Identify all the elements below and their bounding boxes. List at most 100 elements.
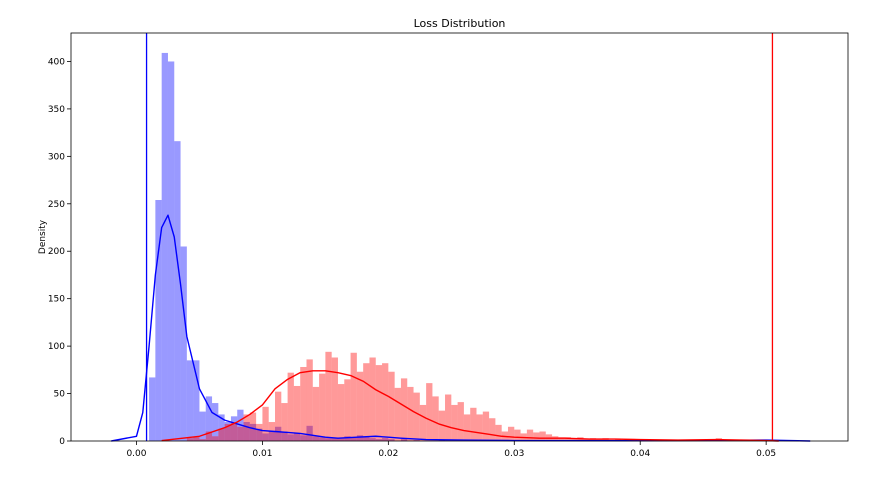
y-tick-label: 200: [48, 247, 65, 257]
series-1-bar: [199, 439, 206, 441]
series-0-bar: [325, 438, 332, 441]
series-0-bar: [413, 440, 420, 441]
series-1-bar: [186, 438, 194, 441]
series-0-bar: [212, 403, 219, 441]
series-1-bar: [394, 387, 401, 441]
series-0-bar: [161, 52, 168, 442]
y-tick-label: 0: [59, 437, 65, 447]
series-1-bar: [312, 386, 320, 441]
series-1-bar: [438, 410, 446, 441]
y-tick-label: 350: [48, 105, 65, 115]
series-1-bar: [212, 436, 219, 441]
series-0-bar: [375, 439, 383, 441]
series-0-bar: [363, 437, 370, 441]
series-1-bar: [287, 372, 294, 441]
series-0-bar: [356, 435, 364, 441]
series-0-bar: [199, 411, 206, 441]
series-0-bar: [205, 396, 213, 441]
series-1-histogram: [186, 351, 735, 441]
series-1-bar: [319, 373, 326, 441]
series-0-bar: [331, 438, 338, 441]
series-1-bar: [375, 365, 383, 441]
series-0-bar: [256, 428, 263, 441]
plot-area: [111, 33, 811, 442]
series-0-bar: [388, 439, 395, 441]
series-1-bar: [388, 371, 395, 441]
x-tick-label: 0.04: [630, 449, 650, 459]
series-1-bar: [300, 366, 307, 441]
series-1-bar: [419, 404, 427, 441]
series-1-bar: [470, 407, 477, 441]
series-1-bar: [507, 426, 515, 441]
series-1-bar: [281, 403, 288, 441]
series-1-bar: [526, 429, 534, 441]
series-1-bar: [356, 371, 364, 441]
y-axis: 0 50 100 150 200 250 300 350 400: [48, 57, 71, 447]
x-tick-label: 0.02: [378, 449, 398, 459]
series-1-bar: [432, 396, 439, 441]
series-1-bar: [413, 392, 420, 441]
y-tick-label: 300: [48, 152, 65, 162]
series-1-bar: [463, 414, 471, 441]
x-tick-label: 0.03: [504, 449, 524, 459]
series-1-bar: [218, 428, 225, 441]
series-0-kde-line: [111, 214, 811, 442]
series-1-bar: [495, 424, 502, 441]
series-0-bar: [293, 433, 301, 441]
x-tick-label: 0.01: [252, 449, 272, 459]
series-1-bar: [249, 412, 257, 441]
series-1-bar: [193, 437, 200, 441]
series-1-bar: [382, 363, 389, 441]
series-1-bar: [426, 383, 433, 441]
series-0-bar: [287, 434, 294, 441]
series-0-bar: [180, 246, 187, 441]
series-0-bar: [275, 426, 282, 441]
series-0-bar: [300, 435, 307, 441]
series-1-bar: [350, 352, 357, 441]
series-1-kde-line: [161, 370, 779, 442]
y-tick-label: 250: [48, 200, 65, 210]
series-0-bar: [186, 360, 194, 441]
series-1-bar: [457, 402, 464, 441]
series-0-bar: [344, 436, 351, 441]
x-axis: 0.00 0.01 0.02 0.03 0.04 0.05: [126, 441, 776, 459]
series-1-bar: [539, 431, 546, 441]
series-0-bar: [249, 423, 257, 441]
series-0-bar: [400, 439, 408, 441]
series-1-bar: [205, 431, 213, 441]
series-0-bar: [167, 61, 175, 441]
series-1-bar: [363, 363, 370, 441]
series-1-bar: [325, 351, 332, 441]
series-0-bar: [337, 438, 345, 441]
y-tick-label: 50: [54, 390, 66, 400]
y-tick-label: 150: [48, 295, 65, 305]
series-0-histogram: [149, 52, 446, 442]
series-1-bar: [331, 357, 338, 441]
series-1-bar: [237, 426, 244, 441]
series-1-bar: [407, 386, 414, 441]
series-1-bar: [489, 418, 496, 441]
series-1-bar: [275, 391, 282, 441]
series-1-bar: [445, 394, 452, 441]
axes-frame: [70, 32, 849, 442]
x-tick-label: 0.05: [756, 449, 776, 459]
series-0-bar: [312, 436, 320, 441]
series-1-bar: [369, 357, 376, 441]
series-0-bar: [268, 431, 276, 441]
y-tick-label: 400: [48, 57, 65, 67]
series-1-bar: [344, 379, 351, 441]
series-1-bar: [400, 378, 408, 441]
series-0-bar: [230, 416, 238, 441]
series-1-bar: [476, 414, 483, 441]
series-1-bar: [564, 437, 571, 441]
series-1-bar: [224, 423, 231, 441]
series-0-bar: [281, 431, 288, 441]
series-1-bar: [256, 423, 263, 441]
series-0-bar: [149, 377, 156, 441]
series-1-bar: [262, 406, 269, 441]
series-1-bar: [243, 414, 250, 441]
series-1-bar: [514, 429, 521, 441]
series-0-bar: [369, 438, 376, 441]
